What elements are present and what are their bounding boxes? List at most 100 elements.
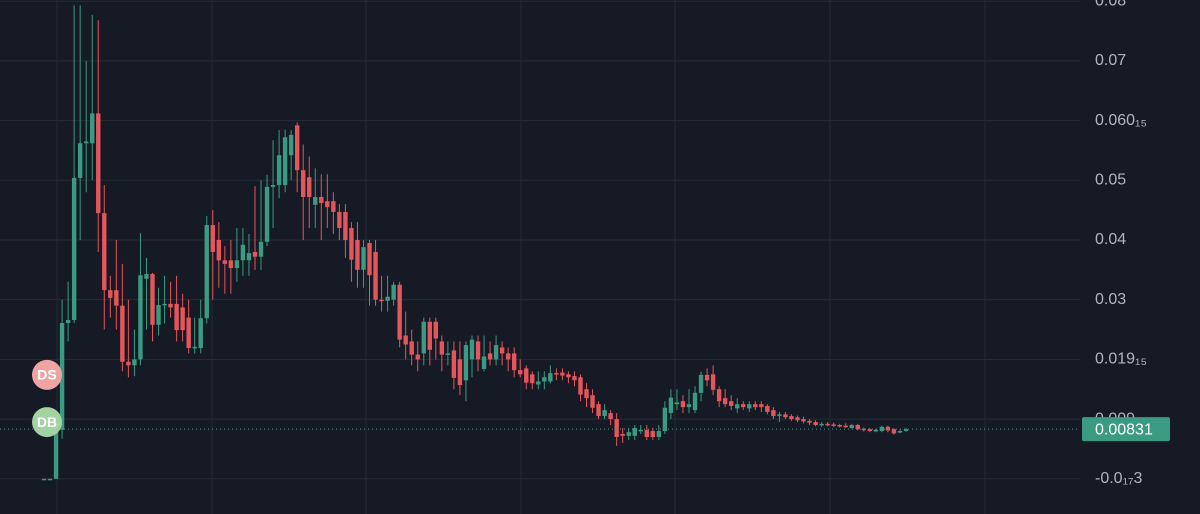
candle-body <box>379 299 384 302</box>
candle-body <box>331 201 336 212</box>
candle-body <box>216 239 222 261</box>
y-tick-label: -0.0₁₇3 <box>1095 470 1142 487</box>
candle-body <box>897 431 903 433</box>
candle-body <box>620 434 625 436</box>
candle-body <box>801 419 806 422</box>
candle-body <box>825 423 830 426</box>
candle-body <box>41 478 47 481</box>
candle-body <box>885 426 891 431</box>
marker <box>32 407 62 438</box>
candle-body <box>590 395 595 408</box>
candle-body <box>240 244 246 261</box>
candle-body <box>524 368 529 383</box>
candle-body <box>373 251 378 300</box>
candle-body <box>301 170 306 198</box>
candle-body <box>722 398 728 405</box>
candle-body <box>656 431 662 437</box>
candle-body <box>837 425 842 427</box>
candle-body <box>861 428 867 431</box>
candle-body <box>114 290 119 306</box>
candle-body <box>632 428 637 436</box>
candle-body <box>77 143 83 178</box>
candle-body <box>433 321 439 339</box>
candle-body <box>439 341 445 355</box>
candle-body <box>469 339 475 360</box>
candle-body <box>728 401 734 406</box>
candle-body <box>578 377 583 395</box>
candle-body <box>132 359 137 366</box>
candle-body <box>355 239 360 270</box>
y-tick-label: 0.060₁₅ <box>1095 112 1147 129</box>
candle-body <box>222 260 228 264</box>
candle-body <box>548 373 553 382</box>
candle-body <box>753 404 758 408</box>
candle-body <box>518 370 523 375</box>
y-tick-label: 0.03 <box>1095 291 1126 308</box>
candle-body <box>662 407 668 432</box>
candle-body <box>186 317 191 349</box>
candle-body <box>867 429 873 432</box>
candle-body <box>174 303 179 331</box>
candle-body <box>536 381 541 385</box>
candle-body <box>596 404 601 417</box>
candle-body <box>747 404 752 409</box>
candle-body <box>650 431 656 437</box>
candle-body <box>566 374 571 378</box>
candle-body <box>716 389 722 402</box>
candle-body <box>542 377 547 382</box>
candle-body <box>294 125 300 171</box>
candle-body <box>879 426 885 432</box>
candle-body <box>704 374 710 381</box>
candle-body <box>644 429 649 437</box>
y-tick-label: 0.07 <box>1095 52 1126 69</box>
candle-body <box>415 354 420 360</box>
candle-body <box>445 353 451 355</box>
candle-body <box>319 197 324 203</box>
candle-body <box>698 374 704 393</box>
candle-body <box>144 274 149 279</box>
candle-body <box>156 305 161 325</box>
candle-body <box>96 113 101 214</box>
candle-body <box>614 419 619 437</box>
candle-body <box>427 321 432 350</box>
candle-body <box>759 404 764 408</box>
candle-body <box>325 201 330 208</box>
y-tick-label: 0.04 <box>1095 231 1126 248</box>
candle-body <box>680 401 686 408</box>
candle-body <box>873 429 879 432</box>
last-price-box <box>1082 417 1170 442</box>
candle-body <box>584 389 589 399</box>
candle-body <box>198 318 203 349</box>
candle-body <box>843 425 848 428</box>
candle-body <box>409 341 414 355</box>
candle-body <box>710 374 716 390</box>
candle-body <box>385 296 390 301</box>
candle-body <box>903 429 909 432</box>
candle-body <box>192 346 197 349</box>
candle-body <box>150 274 155 325</box>
candle-body <box>204 225 209 319</box>
candle-body <box>499 347 505 354</box>
candle-body <box>855 425 860 430</box>
y-tick-label: 0.08 <box>1095 0 1126 9</box>
candle-body <box>783 414 788 418</box>
candle-body <box>403 335 408 345</box>
candle-body <box>180 307 185 331</box>
candle-body <box>65 319 71 323</box>
candle-body <box>252 251 258 257</box>
candle-body <box>343 211 348 240</box>
candle-body <box>572 376 577 381</box>
candle-body <box>102 213 107 291</box>
candle-body <box>463 345 469 381</box>
candle-body <box>108 290 113 298</box>
candle-body <box>210 225 215 252</box>
candle-body <box>282 137 288 186</box>
candle-body <box>276 155 282 186</box>
candle-body <box>337 211 342 229</box>
candle-body <box>288 134 294 156</box>
candle-body <box>813 422 818 426</box>
candle-body <box>765 405 770 412</box>
candle-body <box>71 177 77 320</box>
